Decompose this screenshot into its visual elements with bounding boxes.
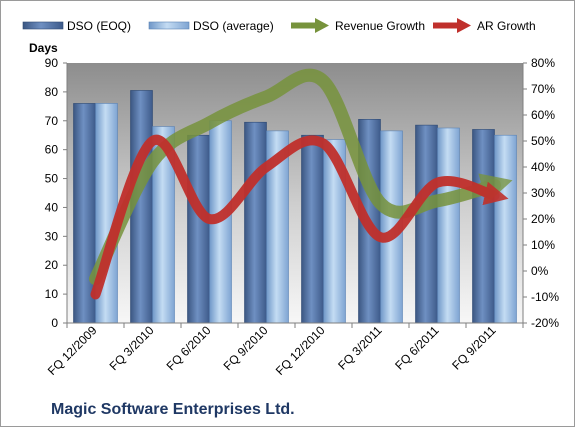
legend: DSO (EOQ) DSO (average) Revenue Growth AR G… bbox=[22, 18, 536, 33]
bar-dso-eoq-6 bbox=[415, 124, 438, 324]
legend-label: DSO (average) bbox=[193, 19, 274, 33]
x-tick-label: FQ 6/2010 bbox=[164, 323, 214, 373]
y-right-tick-label: 10% bbox=[531, 238, 555, 252]
y-left-tick-label: 10 bbox=[45, 287, 59, 301]
legend-label: AR Growth bbox=[477, 19, 536, 33]
legend-item-0: DSO (EOQ) bbox=[22, 19, 131, 33]
y-right-tick-label: 20% bbox=[531, 212, 555, 226]
ar-growth-line bbox=[90, 134, 509, 300]
legend-swatch-arrow-head bbox=[457, 18, 471, 33]
legend-swatch bbox=[22, 21, 64, 30]
bar-dso-eoq-3 bbox=[244, 121, 267, 324]
legend-label: DSO (EOQ) bbox=[67, 19, 131, 33]
x-tick-label: FQ 9/2011 bbox=[449, 323, 499, 373]
y-left-tick-label: 40 bbox=[45, 200, 59, 214]
bar-dso-eoq-7 bbox=[472, 129, 495, 324]
y-left-tick-label: 20 bbox=[45, 258, 59, 272]
y-right-tick-label: 40% bbox=[531, 160, 555, 174]
x-tick-label: FQ 9/2010 bbox=[221, 323, 271, 373]
chart-footer-title: Magic Software Enterprises Ltd. bbox=[51, 401, 295, 418]
y-left-tick-label: 90 bbox=[45, 56, 59, 70]
y-left-tick-label: 0 bbox=[51, 316, 58, 330]
bar-dso-average-7 bbox=[494, 134, 517, 324]
y-left-tick-label: 80 bbox=[45, 85, 59, 99]
y-right-tick-label: 80% bbox=[531, 56, 555, 70]
x-tick-label: FQ 6/2011 bbox=[392, 323, 442, 373]
legend-item-3: AR Growth bbox=[433, 18, 536, 33]
x-tick-label: FQ 12/2010 bbox=[273, 323, 328, 378]
y-right-tick-label: -20% bbox=[531, 316, 559, 330]
x-tick-label: FQ 3/2010 bbox=[107, 323, 157, 373]
legend-item-2: Revenue Growth bbox=[291, 18, 425, 33]
y-axis-title: Days bbox=[29, 41, 58, 55]
x-tick-label: FQ 3/2011 bbox=[335, 323, 385, 373]
legend-swatch bbox=[148, 21, 190, 30]
bar-dso-eoq-4 bbox=[301, 134, 324, 324]
legend-label: Revenue Growth bbox=[335, 19, 425, 33]
y-right-tick-label: 60% bbox=[531, 108, 555, 122]
x-tick-label: FQ 12/2009 bbox=[45, 323, 100, 378]
y-right-tick-label: 50% bbox=[531, 134, 555, 148]
y-right-tick-label: -10% bbox=[531, 290, 559, 304]
bar-dso-eoq-2 bbox=[187, 134, 210, 324]
y-right-tick-label: 70% bbox=[531, 82, 555, 96]
y-left-tick-label: 60 bbox=[45, 143, 59, 157]
legend-swatch-arrow-head bbox=[315, 18, 329, 33]
y-left-tick-label: 50 bbox=[45, 172, 59, 186]
bar-dso-average-6 bbox=[437, 127, 460, 324]
y-left-tick-label: 30 bbox=[45, 229, 59, 243]
y-right-tick-label: 30% bbox=[531, 186, 555, 200]
y-left-tick-label: 70 bbox=[45, 114, 59, 128]
legend-item-1: DSO (average) bbox=[148, 19, 274, 33]
y-right-tick-label: 0% bbox=[531, 264, 549, 278]
lines-layer bbox=[89, 68, 513, 300]
revenue-growth-line bbox=[89, 68, 513, 286]
